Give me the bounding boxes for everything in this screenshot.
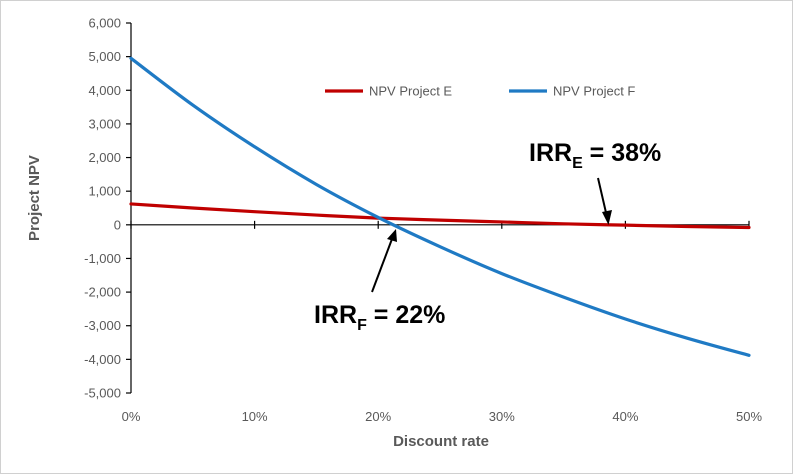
irr-f-arrowhead [387,229,397,242]
legend-label: NPV Project F [553,84,635,99]
irr-f-label: IRRF = 22% [314,301,445,334]
x-tick-label: 40% [612,409,638,424]
series-line-project-f [129,56,751,357]
y-tick-label: -1,000 [84,251,121,266]
legend-label: NPV Project E [369,84,452,99]
x-tick-label: 10% [242,409,268,424]
y-tick-label: -3,000 [84,318,121,333]
y-tick-label: 6,000 [88,16,121,31]
x-axis-title: Discount rate [393,433,489,450]
y-tick-label: 1,000 [88,184,121,199]
y-tick-label: 3,000 [88,116,121,131]
annotations: IRRE = 38% IRRF = 22% [314,139,661,334]
y-tick-label: -5,000 [84,386,121,401]
y-tick-label: 5,000 [88,49,121,64]
series-line-project-e [129,202,751,230]
legend: NPV Project E NPV Project F [325,84,635,99]
y-tick-label: -4,000 [84,352,121,367]
irr-e-label: IRRE = 38% [529,139,661,172]
irr-f-arrow [371,238,393,293]
x-tick-label: 30% [489,409,515,424]
y-axis-title: Project NPV [26,155,43,241]
x-tick-label: 50% [736,409,762,424]
x-tick-label: 0% [122,409,141,424]
y-tick-label: -2,000 [84,285,121,300]
y-tick-label: 0 [114,217,121,232]
x-tick-label: 20% [365,409,391,424]
y-axis-ticks: -5,000 -4,000 -3,000 -2,000 -1,000 0 1,000 2,00… [84,16,131,401]
series-layer [129,56,751,357]
irr-e-arrow [597,177,608,218]
y-tick-label: 2,000 [88,150,121,165]
y-tick-label: 4,000 [88,83,121,98]
irr-e-arrowhead [602,210,612,225]
